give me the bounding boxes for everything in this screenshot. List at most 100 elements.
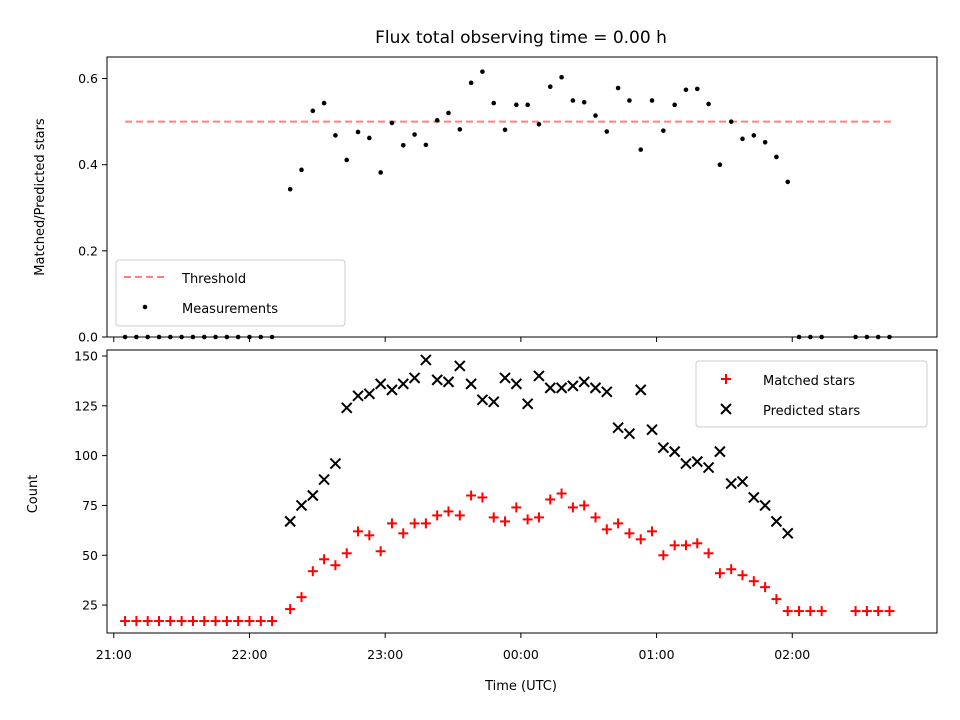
predicted-star-point (748, 491, 760, 504)
matched-star-point (680, 540, 691, 551)
predicted-star-point (284, 515, 296, 528)
predicted-star-point (318, 473, 330, 486)
matched-star-point (692, 538, 703, 549)
measurement-point (728, 119, 734, 124)
count-panel: Count Time (UTC) 25 50 75 100 125 150 21:00 22:… (26, 348, 938, 694)
measurement-point (491, 100, 497, 106)
matched-star-point (714, 568, 725, 579)
predicted-star-point (680, 457, 692, 470)
matched-star-point (669, 540, 680, 551)
matched-star-point (330, 560, 341, 571)
measurement-point (480, 69, 485, 74)
matched-star-point (176, 616, 187, 627)
matched-stars-swatch-mark (721, 374, 731, 384)
measurement-point (762, 139, 768, 145)
matched-star-point (210, 616, 221, 627)
x-tick-label: 00:00 (503, 647, 539, 662)
predicted-star-point (374, 378, 387, 390)
predicted-star-point (397, 378, 409, 390)
measurement-point (581, 99, 587, 105)
x-axis-label: Time (UTC) (484, 679, 557, 694)
predicted-star-point (408, 372, 421, 384)
matched-star-point (579, 500, 590, 511)
matched-star-point (601, 524, 612, 535)
measurement-point (604, 129, 610, 134)
predicted-star-point (431, 374, 443, 386)
predicted-star-point (510, 378, 523, 390)
matched-star-point (624, 528, 635, 539)
count-legend: Matched stars Predicted stars (695, 360, 928, 428)
predicted-star-point (465, 378, 477, 390)
matched-star-point (199, 616, 210, 627)
predicted-star-point (770, 515, 783, 528)
predicted-stars-swatch-mark (720, 403, 732, 415)
predicted-star-point (499, 372, 511, 384)
x-tick-label: 21:00 (96, 647, 132, 662)
matched-star-point (500, 516, 511, 527)
matched-star-point (488, 512, 499, 523)
measurement-point (310, 108, 316, 114)
predicted-star-point (442, 376, 455, 388)
measurement-point (547, 84, 553, 90)
measurement-point (661, 128, 666, 133)
measurement-point (536, 121, 542, 127)
predicted-star-point (725, 477, 737, 490)
matched-star-point (255, 616, 266, 627)
matched-star-point (782, 606, 793, 617)
count-y-tick-label: 50 (82, 548, 98, 563)
predicted-star-point (363, 388, 376, 400)
measurement-point (525, 102, 530, 108)
measurement-point (457, 127, 463, 132)
matched-star-point (341, 548, 352, 559)
matched-star-point (794, 606, 805, 617)
matched-star-point (567, 502, 578, 513)
predicted-star-point (420, 354, 432, 366)
measurement-point (649, 98, 655, 103)
predicted-star-point (567, 380, 579, 392)
predicted-star-point (329, 457, 342, 470)
measurement-point (570, 98, 576, 103)
ratio-panel: Flux total observing time = 0.00 h Match… (33, 28, 938, 345)
matched-star-point (120, 616, 131, 627)
predicted-star-point (623, 427, 636, 440)
matched-star-point (267, 616, 278, 627)
x-tick-label: 02:00 (774, 647, 810, 662)
predicted-star-point (295, 499, 308, 512)
predicted-star-point (555, 382, 568, 394)
predicted-star-point (544, 382, 556, 394)
matched-star-point (364, 530, 375, 541)
ratio-plot-frame (106, 56, 938, 338)
measurement-point (638, 147, 644, 152)
predicted-star-point (736, 475, 749, 488)
ratio-y-tick-label: 0.6 (78, 71, 98, 86)
measurement-point (706, 101, 711, 107)
matched-star-point (545, 494, 556, 505)
ratio-axes: 0.0 0.2 0.4 0.6 (78, 56, 938, 345)
matched-star-point (884, 606, 895, 617)
predicted-stars-legend-swatch (720, 403, 732, 415)
count-axes: 25 50 75 100 125 150 21:00 22:00 23:00 00:00 01:00… (74, 348, 938, 662)
predicted-star-point (386, 384, 398, 396)
measurements-legend-swatch (142, 304, 148, 310)
ratio-y-tick-label: 0.4 (78, 157, 98, 172)
predicted-star-point (646, 424, 658, 436)
matched-star-point (353, 526, 364, 537)
matched-star-point (375, 546, 386, 557)
measurement-point (785, 179, 791, 185)
measurement-point (446, 110, 451, 116)
measurement-point (389, 120, 395, 126)
measurement-point (434, 118, 440, 123)
matched-star-point (816, 606, 827, 617)
matched-star-point (285, 604, 296, 615)
predicted-star-point (657, 441, 670, 454)
measurements-legend-label: Measurements (182, 302, 278, 317)
matched-star-point (805, 606, 816, 617)
measurement-point (593, 113, 598, 118)
measurement-point (559, 74, 564, 80)
matched-star-point (319, 554, 330, 565)
predicted-star-point (307, 489, 319, 502)
measurement-point (740, 136, 745, 142)
matched-star-point (296, 592, 307, 603)
matched-star-point (477, 492, 488, 503)
measurement-point (423, 142, 429, 148)
